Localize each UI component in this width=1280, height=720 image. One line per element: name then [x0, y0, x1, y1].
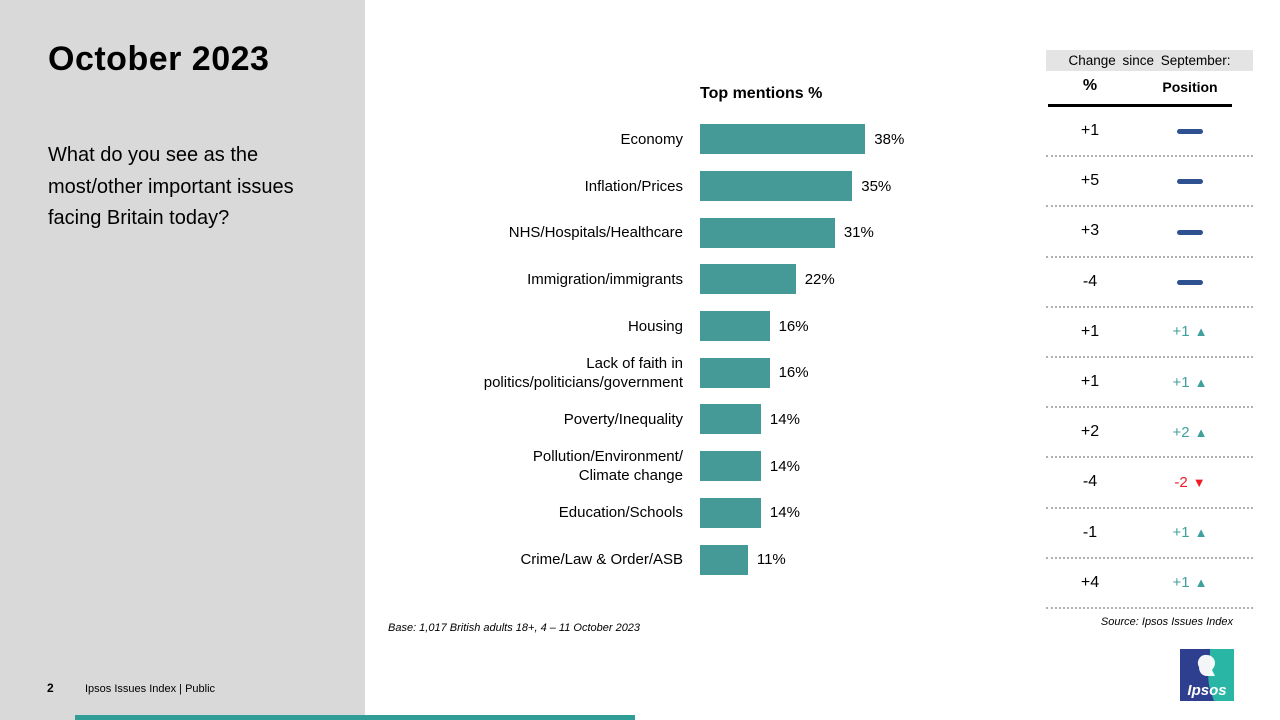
- page-number: 2: [47, 681, 54, 695]
- survey-question: What do you see as the most/other import…: [48, 144, 294, 229]
- table-row: +4 +1 ▲: [1046, 559, 1253, 609]
- up-triangle-icon: ▲: [1194, 374, 1208, 390]
- value-label: 11%: [756, 551, 786, 569]
- value-label: 22%: [804, 270, 835, 288]
- category-label: Pollution/Environment/ Climate change: [532, 448, 683, 485]
- bar-row: NHS/Hospitals/Healthcare 31%: [388, 209, 948, 256]
- ipsos-logo-text: Ipsos: [1187, 682, 1226, 699]
- footer-accent-bar: [75, 715, 635, 720]
- column-header-pct: %: [1082, 77, 1098, 94]
- no-change-dash-icon: [1177, 179, 1203, 185]
- table-row: +1 +1 ▲: [1046, 358, 1253, 409]
- value-label: 14%: [769, 457, 800, 475]
- position-change: +1 ▲: [1172, 323, 1208, 341]
- base-note: Base: 1,017 British adults 18+, 4 – 11 O…: [388, 622, 641, 634]
- page-title: October 2023: [48, 40, 270, 78]
- table-row: +3: [1046, 207, 1253, 258]
- value-label: 16%: [778, 364, 809, 382]
- bar-row: Poverty/Inequality 14%: [388, 396, 948, 443]
- value-label: 14%: [769, 410, 800, 428]
- category-label: Crime/Law & Order/ASB: [520, 551, 683, 569]
- bar-row: Education/Schools 14%: [388, 490, 948, 537]
- table-row: +1: [1046, 107, 1253, 158]
- pct-change: +5: [1080, 172, 1100, 190]
- pct-change: -4: [1082, 272, 1098, 290]
- pct-change: -4: [1082, 473, 1098, 491]
- position-change: +1 ▲: [1172, 524, 1208, 542]
- position-change: -2 ▼: [1174, 473, 1206, 491]
- bar-nhs: [700, 217, 835, 248]
- bar-row: Crime/Law & Order/ASB 11%: [388, 536, 948, 583]
- up-triangle-icon: ▲: [1194, 525, 1208, 541]
- bar-row: Immigration/immigrants 22%: [388, 256, 948, 303]
- change-since-september-table: Change since September: % Position +1 +5…: [1046, 50, 1253, 609]
- bar-politics-faith: [700, 357, 770, 388]
- category-label: Housing: [627, 317, 683, 335]
- up-triangle-icon: ▲: [1194, 424, 1208, 440]
- bar-row: Housing 16%: [388, 303, 948, 350]
- no-change-dash-icon: [1177, 279, 1203, 285]
- category-label: Education/Schools: [558, 504, 683, 522]
- pct-change: +3: [1080, 222, 1100, 240]
- bar-housing: [700, 311, 770, 342]
- table-row: -4 -2 ▼: [1046, 458, 1253, 509]
- bar-row: Lack of faith in politics/politicians/go…: [388, 349, 948, 396]
- position-change: +2 ▲: [1172, 423, 1208, 441]
- category-label: Immigration/immigrants: [527, 270, 683, 288]
- footer-label: Ipsos Issues Index | Public: [85, 683, 216, 695]
- bar-row: Pollution/Environment/ Climate change 14…: [388, 443, 948, 490]
- no-change-dash-icon: [1177, 229, 1203, 235]
- category-label: Poverty/Inequality: [563, 410, 683, 428]
- pct-change: +1: [1080, 122, 1100, 140]
- bar-economy: [700, 124, 866, 155]
- bar-crime: [700, 544, 748, 575]
- chart-title: Top mentions %: [700, 85, 823, 102]
- value-label: 14%: [769, 504, 800, 522]
- value-label: 16%: [778, 317, 809, 335]
- bar-pollution: [700, 451, 761, 482]
- category-label: Inflation/Prices: [584, 177, 683, 195]
- pct-change: -1: [1082, 523, 1098, 541]
- column-header-position: Position: [1162, 79, 1218, 95]
- category-label: NHS/Hospitals/Healthcare: [508, 224, 683, 242]
- pct-change: +4: [1080, 573, 1100, 591]
- bar-education: [700, 497, 761, 528]
- position-change: +1 ▲: [1172, 574, 1208, 592]
- no-change-dash-icon: [1177, 129, 1203, 135]
- table-row: +5: [1046, 157, 1253, 208]
- table-header-rule: [1048, 104, 1232, 107]
- value-label: 31%: [843, 224, 874, 242]
- source-note: Source: Ipsos Issues Index: [1100, 616, 1233, 628]
- bar-row: Economy 38%: [388, 116, 948, 163]
- category-label: Economy: [620, 130, 683, 148]
- bar-immigration: [700, 264, 796, 295]
- bar-inflation: [700, 171, 853, 202]
- up-triangle-icon: ▲: [1194, 324, 1208, 340]
- pct-change: +1: [1080, 322, 1100, 340]
- category-label: Lack of faith in politics/politicians/go…: [483, 354, 683, 391]
- table-row: +1 +1 ▲: [1046, 308, 1253, 358]
- value-label: 38%: [874, 130, 905, 148]
- bar-poverty: [700, 404, 761, 435]
- down-triangle-icon: ▼: [1192, 474, 1206, 490]
- table-row: -1 +1 ▲: [1046, 509, 1253, 559]
- bar-rows: Economy 38% Inflation/Prices 35% NHS/Hos…: [388, 116, 948, 583]
- pct-change: +1: [1080, 373, 1100, 391]
- table-row: +2 +2 ▲: [1046, 408, 1253, 459]
- table-row: -4: [1046, 258, 1253, 308]
- position-change: +1 ▲: [1172, 373, 1208, 391]
- change-table-title: Change since September:: [1046, 50, 1253, 71]
- left-panel: October 2023 What do you see as the most…: [0, 0, 365, 720]
- bar-row: Inflation/Prices 35%: [388, 163, 948, 210]
- pct-change: +2: [1080, 423, 1100, 441]
- value-label: 35%: [861, 177, 892, 195]
- up-triangle-icon: ▲: [1194, 575, 1208, 591]
- ipsos-logo: Ipsos: [1180, 649, 1234, 701]
